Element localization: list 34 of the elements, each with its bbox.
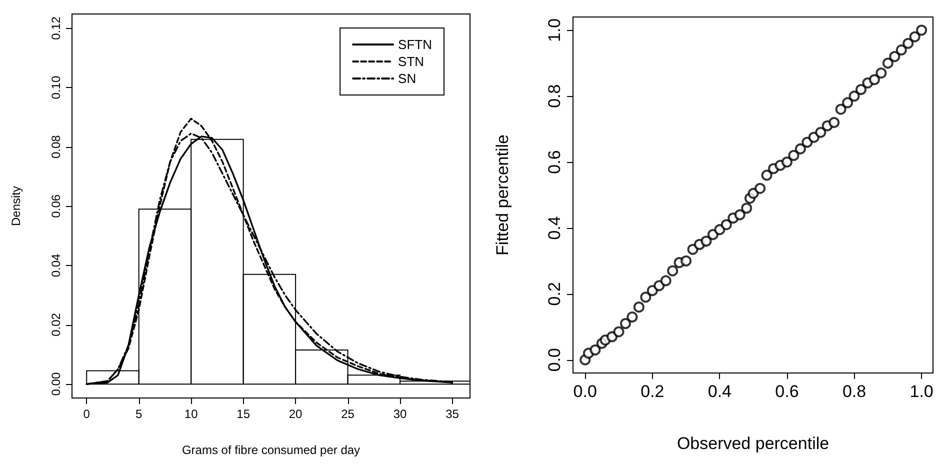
y-tick-label: 0.02 <box>49 312 63 336</box>
y-tick-label: 0.08 <box>49 134 63 159</box>
x-tick-label: 0.8 <box>842 382 866 401</box>
x-tick-label: 20 <box>288 407 303 421</box>
y-axis-title: Fitted percentile <box>493 134 512 256</box>
x-tick-label: 0.4 <box>708 382 732 401</box>
y-tick-label: 0.0 <box>545 348 564 372</box>
legend-label: STN <box>398 54 424 69</box>
y-tick-label: 0.00 <box>49 372 63 396</box>
y-axis-title: Density <box>9 186 23 226</box>
x-tick-label: 0.2 <box>640 382 664 401</box>
x-tick-label: 35 <box>446 407 460 421</box>
x-tick-label: 0 <box>83 407 90 421</box>
y-tick-label: 1.0 <box>545 18 564 42</box>
y-tick-label: 0.10 <box>49 76 63 100</box>
legend-label: SN <box>398 71 416 86</box>
x-tick-label: 5 <box>136 407 143 421</box>
y-tick-label: 0.04 <box>49 253 63 278</box>
x-axis-title: Observed percentile <box>676 434 830 453</box>
y-tick-label: 0.2 <box>545 282 564 306</box>
x-tick-label: 0.6 <box>775 382 799 401</box>
x-tick-label: 1.0 <box>910 382 934 401</box>
y-tick-label: 0.6 <box>545 150 564 174</box>
y-tick-label: 0.4 <box>545 216 564 240</box>
legend-label: SFTN <box>398 37 432 52</box>
x-tick-label: 0.0 <box>573 382 597 401</box>
x-tick-label: 25 <box>341 407 355 421</box>
x-tick-label: 30 <box>393 407 408 421</box>
x-tick-label: 10 <box>184 407 198 421</box>
y-tick-label: 0.06 <box>49 194 63 218</box>
y-tick-label: 0.12 <box>49 16 63 40</box>
x-tick-label: 15 <box>236 407 250 421</box>
x-axis-title: Grams of fibre consumed per day <box>182 443 360 457</box>
y-tick-label: 0.8 <box>545 84 564 108</box>
